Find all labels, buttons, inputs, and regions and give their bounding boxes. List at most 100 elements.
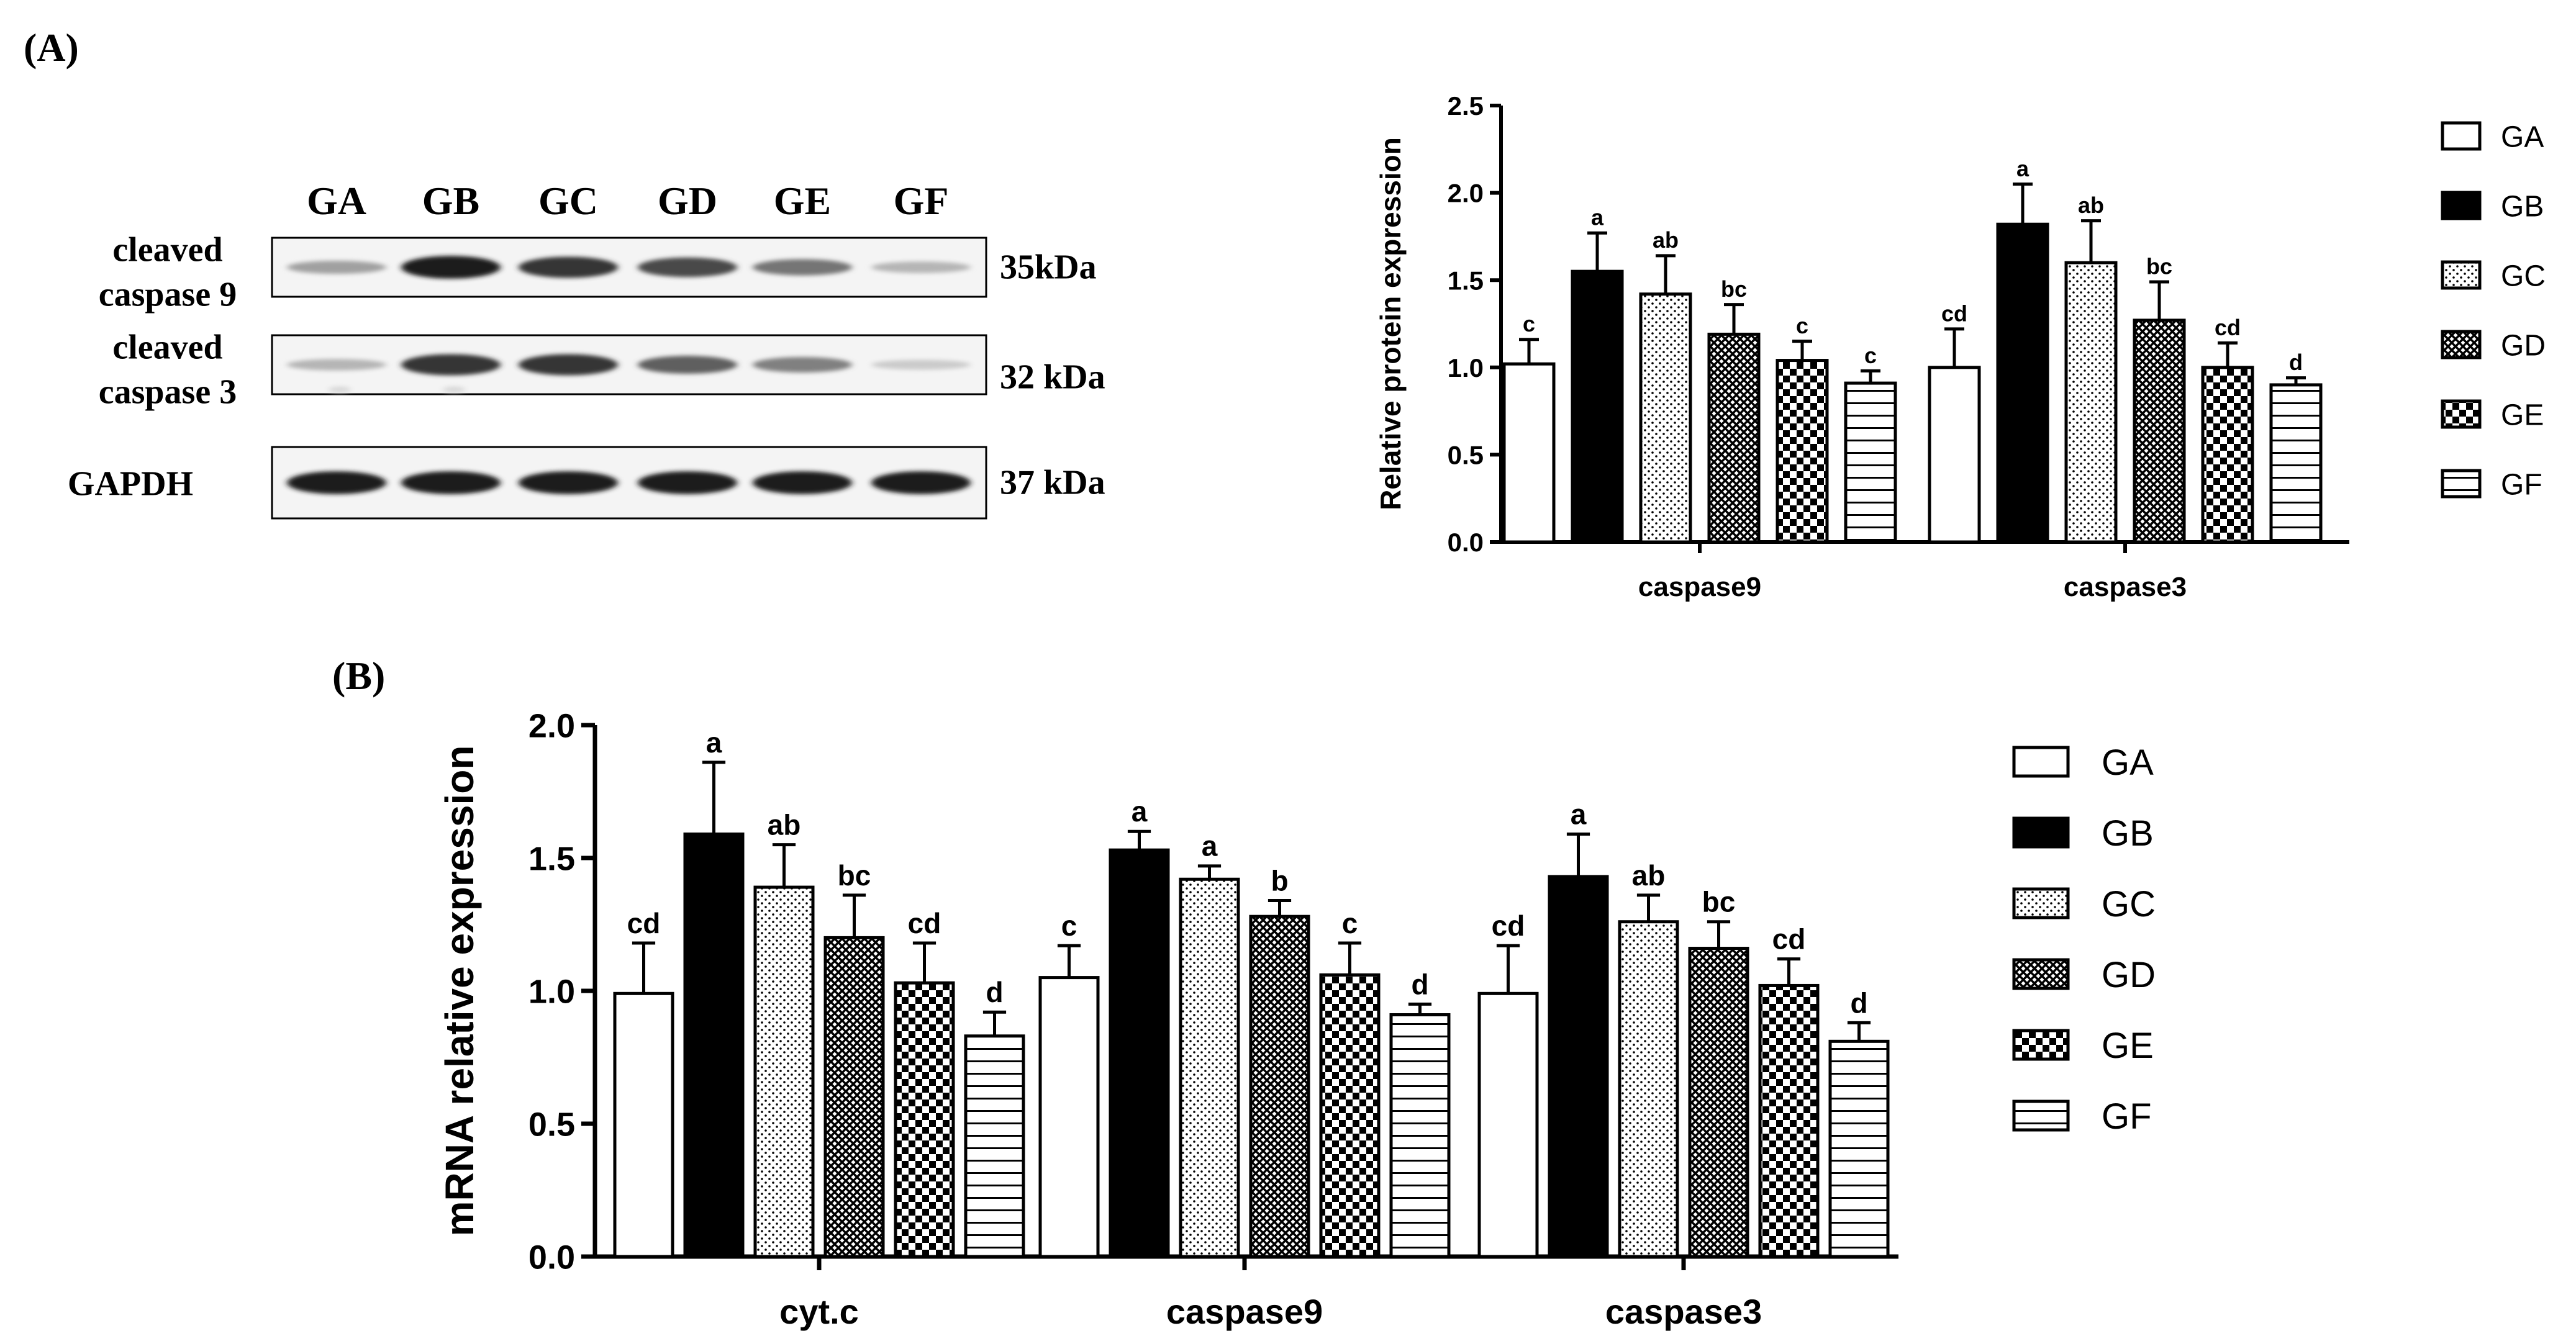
legend-swatch-ga <box>2441 121 2482 151</box>
significance-letter: a <box>2016 156 2030 181</box>
bar-gb-caspase3 <box>1548 875 1609 1258</box>
significance-letter: ab <box>2078 192 2104 218</box>
bar-gb-caspase9 <box>1109 848 1170 1258</box>
bar-gc-caspase9 <box>1179 877 1240 1258</box>
significance-letter: ab <box>768 809 801 841</box>
bar-ge-caspase3 <box>2201 366 2254 544</box>
bar-gd-caspase9 <box>1249 914 1310 1258</box>
bar-ga-caspase3 <box>1477 991 1539 1258</box>
legend-swatch-gd <box>2012 958 2070 990</box>
bar-gc-cytc <box>753 885 815 1258</box>
blot-band <box>401 256 501 279</box>
legend-label-ga: GA <box>2102 743 2154 783</box>
blot-band <box>287 260 386 274</box>
y-tick-label: 2.0 <box>528 707 575 744</box>
legend-label-gb: GB <box>2102 813 2154 854</box>
legend-label-ga: GA <box>2501 120 2544 153</box>
bar-gd-caspase3 <box>1688 947 1749 1258</box>
panel-b-label: (B) <box>332 654 385 698</box>
blot-band <box>287 359 386 371</box>
blot-band <box>638 356 737 374</box>
significance-letter: a <box>706 726 722 759</box>
protein-expression-chart: 0.0 0.5 1.0 1.5 2.0 2.5 Relative protein expre… <box>1374 91 2349 602</box>
blot-band <box>753 471 852 494</box>
significance-letter: c <box>1342 907 1358 939</box>
legend-swatch-gb <box>2012 816 2070 849</box>
blot-lane-label: GD <box>658 179 717 223</box>
significance-letter: d <box>986 976 1003 1008</box>
legend-swatch-ge <box>2441 399 2482 429</box>
bar-gd-cytc <box>823 936 885 1258</box>
blot-band <box>401 471 501 494</box>
blot-box <box>271 446 987 520</box>
bar-ga-caspase9 <box>1038 976 1100 1258</box>
bar-ge-caspase9 <box>1319 973 1381 1258</box>
significance-letter: ab <box>1632 859 1666 892</box>
blot-band <box>519 256 618 278</box>
blot-size-label: 35kDa <box>1000 248 1097 287</box>
blot-band <box>753 357 852 372</box>
bar-gf-caspase3 <box>2269 383 2323 544</box>
legend-swatch-gb <box>2441 191 2482 220</box>
significance-letter: cd <box>1772 923 1806 955</box>
x-category-label: cyt.c <box>779 1292 859 1331</box>
significance-letter: bc <box>1702 886 1736 918</box>
x-category-label: caspase9 <box>1166 1292 1323 1331</box>
significance-letter: a <box>1132 795 1148 828</box>
bar-gc-caspase3 <box>2064 261 2118 544</box>
significance-letter: bc <box>1721 276 1747 302</box>
legend-label-gd: GD <box>2102 955 2156 995</box>
significance-letter: cd <box>1492 910 1525 942</box>
blot-band <box>401 354 501 376</box>
bar-gc-caspase3 <box>1618 920 1679 1258</box>
bar-gf-cytc <box>964 1034 1025 1258</box>
significance-letter: c <box>1864 343 1877 368</box>
bar-ga-cytc <box>613 991 674 1258</box>
legend-label-ge: GE <box>2501 399 2544 431</box>
y-tick-label: 1.5 <box>1448 266 1484 295</box>
blot-row-label: caspase 3 <box>99 373 237 412</box>
blot-artifact <box>443 386 465 393</box>
blot-row-label: caspase 9 <box>99 276 237 314</box>
legend-swatch-gf <box>2012 1099 2070 1132</box>
legend-swatch-gf <box>2441 469 2482 499</box>
significance-letter: c <box>1061 910 1077 942</box>
bar-gd-caspase9 <box>1707 332 1761 544</box>
significance-letter: cd <box>1941 300 1967 326</box>
y-axis-label: mRNA relative expression <box>437 746 482 1237</box>
bar-ge-caspase3 <box>1758 983 1820 1258</box>
blot-band <box>638 471 737 494</box>
significance-letter: a <box>1591 205 1604 230</box>
blot-artifact <box>329 386 351 393</box>
significance-letter: bc <box>838 859 871 892</box>
significance-letter: a <box>1202 830 1218 862</box>
significance-letter: cd <box>627 907 661 939</box>
panel-a-label: (A) <box>24 25 79 70</box>
blot-row-label: GAPDH <box>68 465 193 503</box>
y-tick-label: 0.0 <box>528 1239 575 1276</box>
mrna-expression-chart: 0.0 0.5 1.0 1.5 2.0 mRNA relative expression c… <box>437 707 1898 1331</box>
blot-band <box>519 471 618 494</box>
blot-band <box>519 354 618 376</box>
legend-swatch-gc <box>2012 887 2070 919</box>
blot-row-label: cleaved <box>112 328 222 367</box>
blot-box <box>271 334 987 395</box>
bar-ge-cytc <box>894 981 955 1258</box>
legend-label-gb: GB <box>2501 190 2544 223</box>
y-tick-label: 1.5 <box>528 840 575 877</box>
blot-band <box>871 359 971 370</box>
bar-gf-caspase3 <box>1828 1039 1890 1258</box>
legend-label-gc: GC <box>2102 884 2156 924</box>
bar-gb-caspase9 <box>1571 269 1624 544</box>
significance-letter: b <box>1271 864 1288 896</box>
significance-letter: d <box>1411 968 1428 1000</box>
bar-gb-cytc <box>683 832 745 1258</box>
bar-gd-caspase3 <box>2133 318 2186 544</box>
bar-ge-caspase9 <box>1776 359 1829 544</box>
significance-letter: cd <box>908 907 941 939</box>
blot-band <box>287 471 386 494</box>
significance-letter: d <box>2289 350 2303 375</box>
legend-swatch-ge <box>2012 1029 2070 1061</box>
bar-gb-caspase3 <box>1996 222 2049 544</box>
